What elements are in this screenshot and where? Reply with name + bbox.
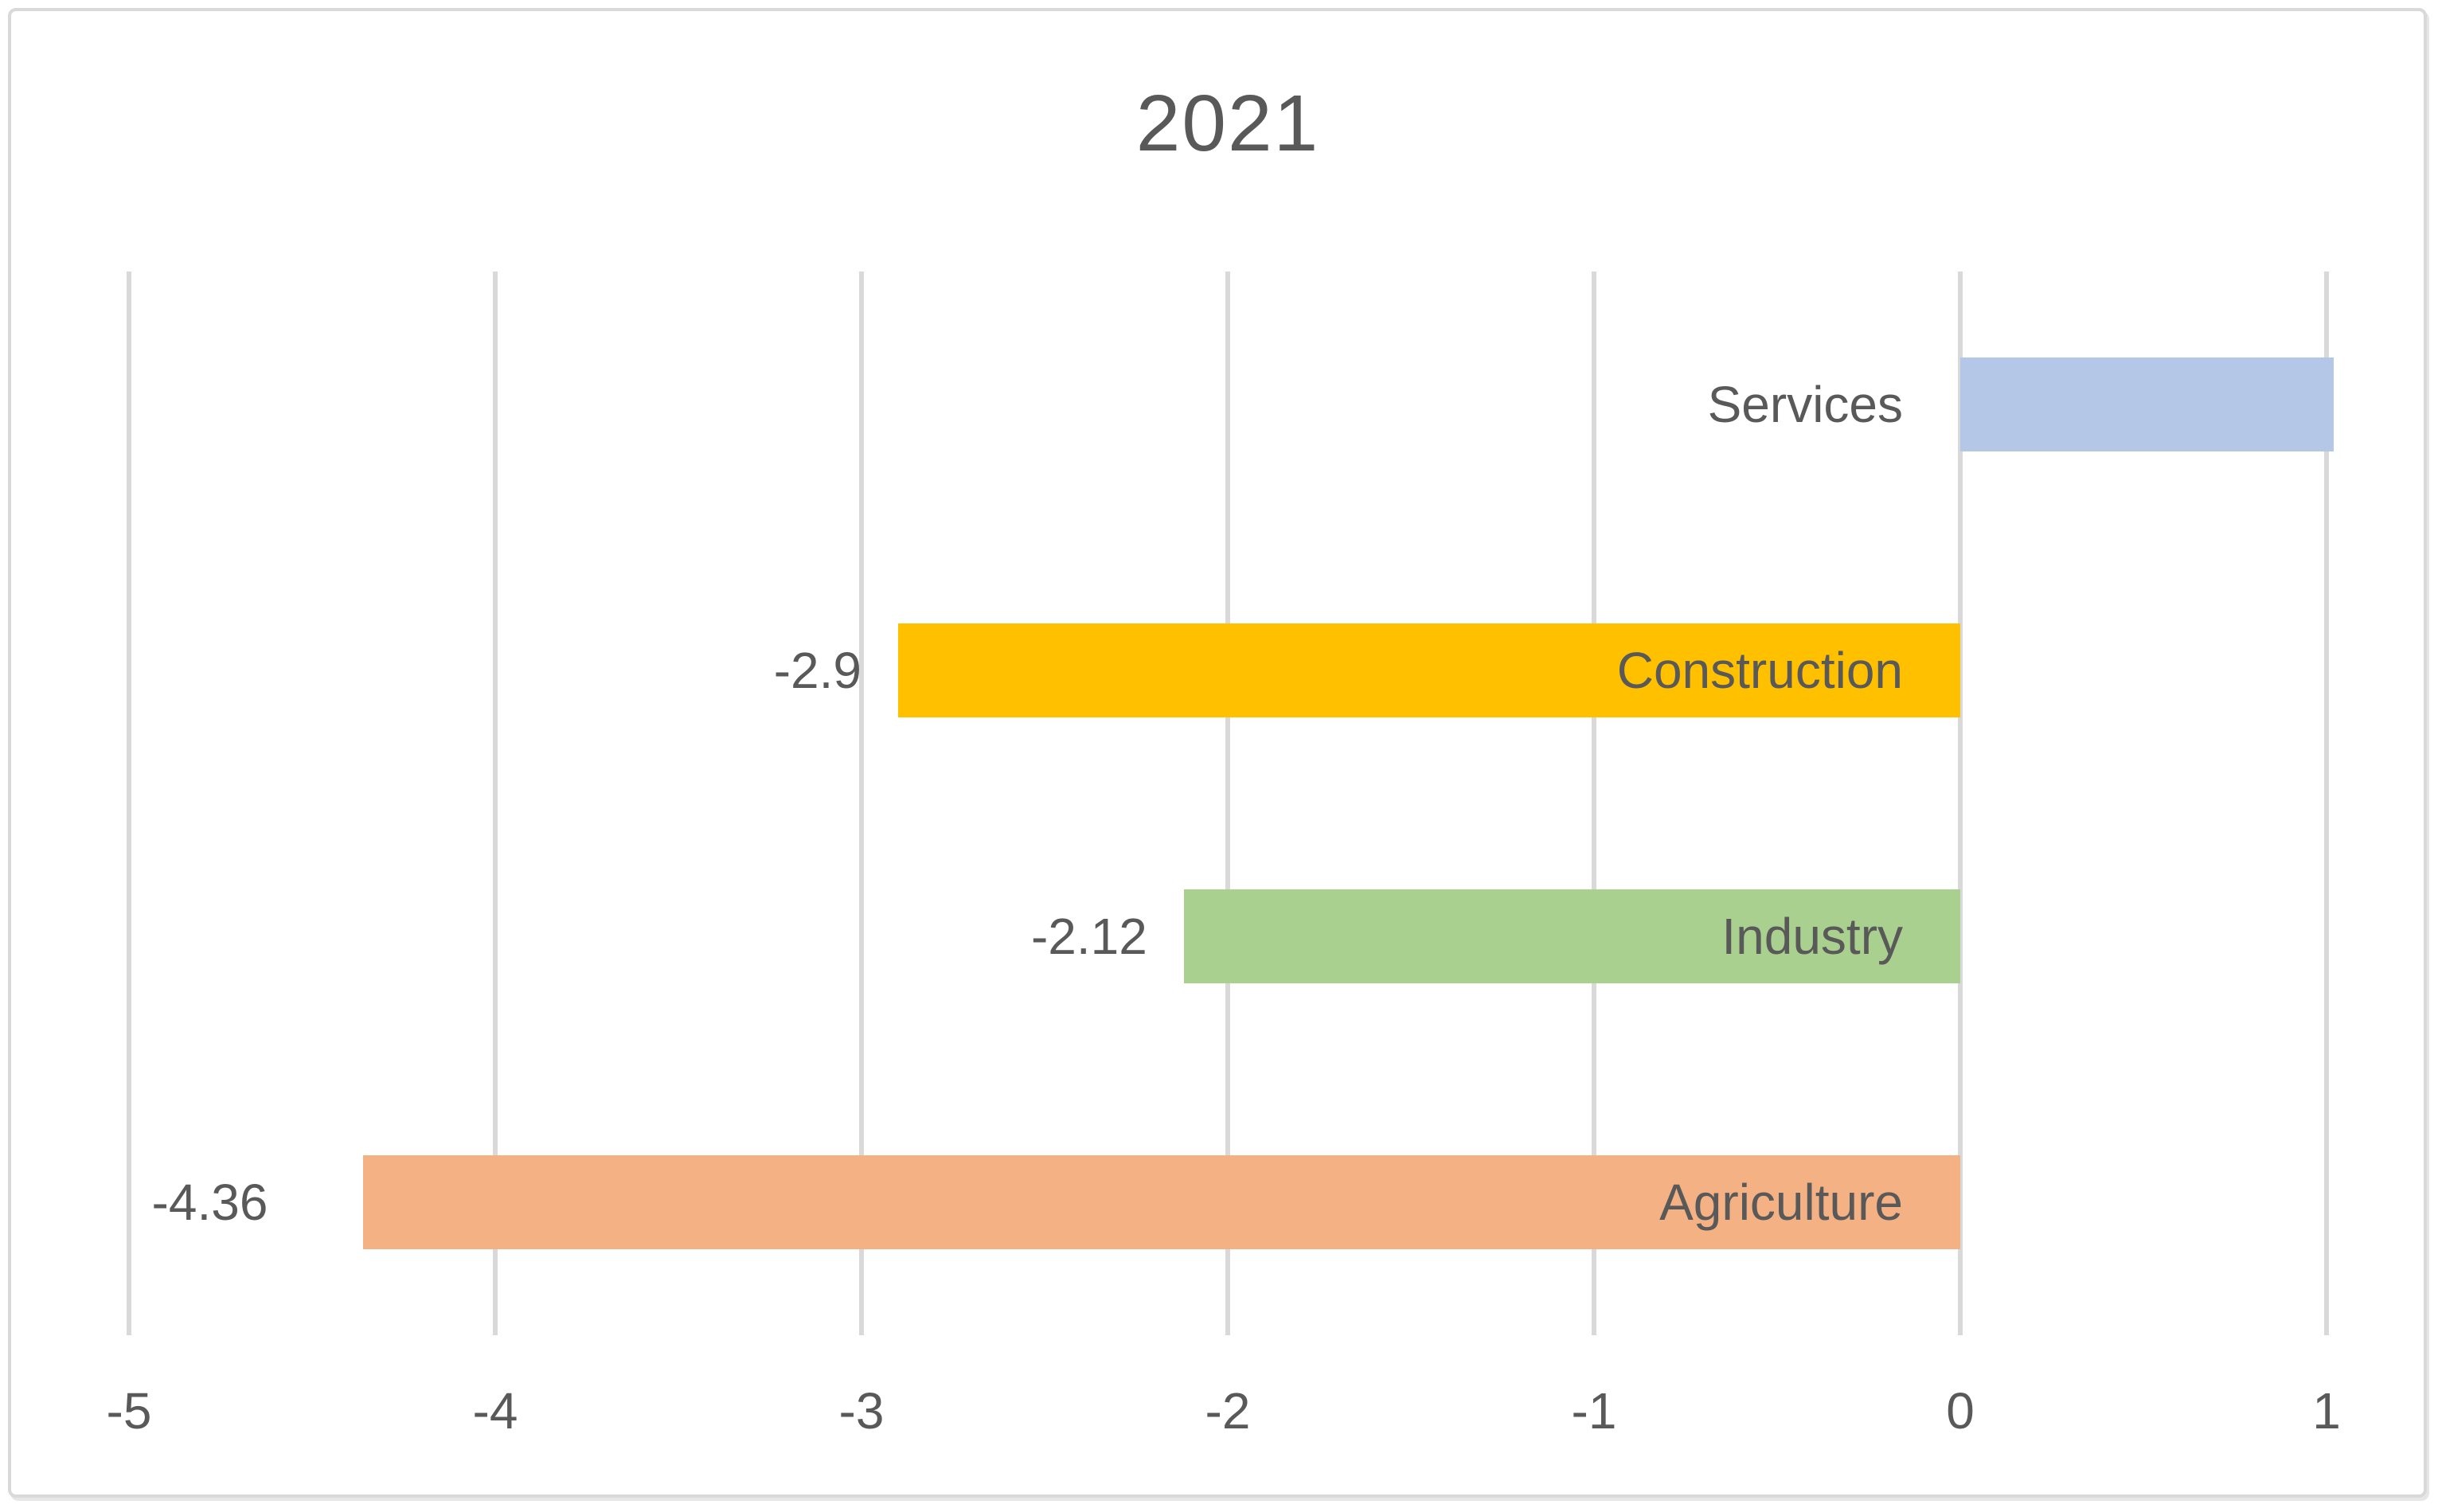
bar-industry: [1183, 889, 1960, 983]
gridline-x--1: [1592, 272, 1596, 1335]
category-label-construction: Construction: [1616, 642, 1903, 699]
gridline-x--4: [493, 272, 498, 1335]
chart-title: 2021: [1135, 79, 1320, 168]
x-axis-tick--3: -3: [838, 1382, 885, 1440]
bar-construction: [898, 623, 1960, 717]
category-label-industry: Industry: [1721, 908, 1903, 965]
x-axis-tick-1: 1: [2312, 1382, 2341, 1440]
category-label-services: Services: [1707, 376, 1903, 433]
x-axis-tick-0: 0: [1946, 1382, 1975, 1440]
chart-frame: [8, 8, 2427, 1498]
x-axis-tick--2: -2: [1205, 1382, 1251, 1440]
x-axis-tick--1: -1: [1571, 1382, 1617, 1440]
x-axis-tick--5: -5: [106, 1382, 152, 1440]
bar-services: [1960, 357, 2334, 451]
gridline-x-0: [1958, 272, 1963, 1335]
gridline-x--5: [127, 272, 131, 1335]
bar-agriculture: [363, 1155, 1960, 1249]
gridline-x-1: [2324, 272, 2329, 1335]
x-axis-tick--4: -4: [472, 1382, 518, 1440]
category-label-agriculture: Agriculture: [1659, 1174, 1903, 1231]
value-label-agriculture: -4.36: [151, 1174, 268, 1231]
value-label-construction: -2.9: [773, 642, 862, 699]
gridline-x--3: [859, 272, 864, 1335]
value-label-industry: -2.12: [1030, 908, 1147, 965]
gridline-x--2: [1225, 272, 1230, 1335]
